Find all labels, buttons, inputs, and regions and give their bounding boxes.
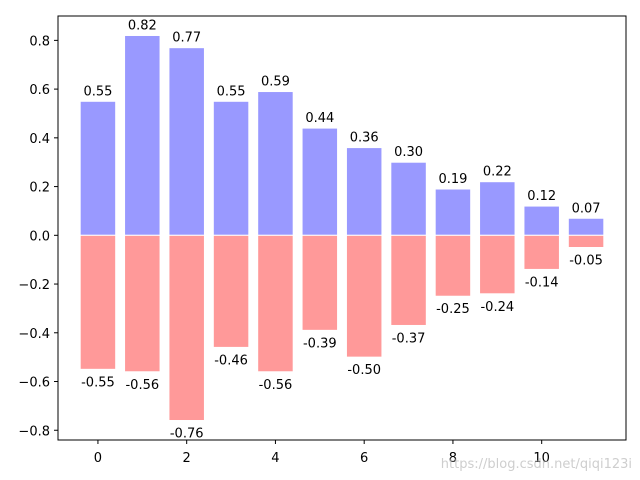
plot-frame	[57, 15, 627, 441]
y-tick-label-6: −0.4	[18, 327, 50, 342]
y-tick-label-5: −0.2	[18, 278, 50, 293]
positive-value-label-5: 0.44	[305, 111, 334, 126]
bars-layer	[79, 34, 605, 422]
negative-bar-5	[301, 234, 339, 331]
negative-bar-7	[390, 234, 427, 326]
positive-value-label-7: 0.30	[394, 145, 423, 160]
positive-bar-5	[301, 127, 339, 236]
positive-value-label-11: 0.07	[572, 201, 601, 216]
y-tick-label-3: 0.2	[29, 181, 50, 196]
negative-bar-2	[168, 234, 205, 422]
positive-bar-8	[434, 188, 472, 236]
y-tick-label-4: 0.0	[29, 229, 50, 244]
negative-bar-4	[257, 234, 294, 373]
x-tick-label-2: 4	[271, 451, 279, 466]
negative-bar-9	[479, 234, 516, 295]
positive-bar-3	[212, 100, 250, 236]
positive-bar-0	[79, 100, 117, 236]
negative-value-label-7: -0.37	[392, 331, 426, 346]
negative-value-label-3: -0.46	[214, 353, 248, 368]
negative-bar-11	[567, 234, 605, 248]
positive-bar-4	[257, 91, 294, 236]
negative-value-label-8: -0.25	[436, 302, 470, 317]
negative-value-label-4: -0.56	[259, 378, 293, 393]
positive-bar-2	[168, 47, 205, 236]
positive-value-label-3: 0.55	[217, 84, 246, 99]
negative-value-label-11: -0.05	[569, 253, 603, 268]
positive-bar-7	[390, 161, 427, 236]
negative-value-label-5: -0.39	[303, 336, 337, 351]
positive-value-label-2: 0.77	[172, 31, 201, 46]
y-tick-label-1: 0.6	[29, 83, 50, 98]
negative-value-label-0: -0.55	[81, 375, 115, 390]
y-tick-label-2: 0.4	[29, 132, 50, 147]
y-tick-label-8: −0.8	[18, 424, 50, 439]
x-tick-label-4: 8	[449, 451, 457, 466]
positive-value-label-1: 0.82	[128, 18, 157, 33]
positive-bar-11	[567, 217, 605, 236]
negative-value-label-10: -0.14	[525, 275, 559, 290]
y-tick-label-7: −0.6	[18, 376, 50, 391]
negative-value-label-1: -0.56	[125, 378, 159, 393]
negative-bar-3	[212, 234, 250, 348]
positive-bar-10	[523, 205, 560, 236]
negative-value-label-2: -0.76	[170, 427, 204, 442]
positive-bar-1	[124, 34, 161, 236]
x-tick-label-1: 2	[183, 451, 191, 466]
x-tick-label-0: 0	[94, 451, 102, 466]
x-tick-label-3: 6	[360, 451, 368, 466]
positive-value-label-4: 0.59	[261, 75, 290, 90]
negative-bar-0	[79, 234, 117, 370]
x-tick-label-5: 10	[533, 451, 550, 466]
positive-bar-6	[345, 147, 383, 236]
x-axis: 0 2 4 6 8 10	[94, 440, 550, 466]
positive-value-label-10: 0.12	[527, 189, 556, 204]
watermark: https://blog.csdn.net/qiqi123i	[440, 457, 632, 472]
positive-value-label-0: 0.55	[83, 84, 112, 99]
negative-value-label-6: -0.50	[347, 363, 381, 378]
negative-bar-10	[523, 234, 560, 270]
positive-value-label-8: 0.19	[438, 172, 467, 187]
y-axis: 0.8 0.6 0.4 0.2 0.0 −0.2 −0.4 −0.6 −0.8	[18, 34, 58, 439]
negative-value-label-9: -0.24	[480, 300, 514, 315]
negative-bar-6	[345, 234, 383, 358]
y-tick-label-0: 0.8	[29, 34, 50, 49]
positive-value-label-6: 0.36	[350, 131, 379, 146]
negative-bar-1	[124, 234, 161, 373]
negative-bar-8	[434, 234, 472, 297]
data-labels-layer: 0.55 0.82 0.77 0.55 0.59 0.44 0.36 0.30 0.19 0.22…	[81, 18, 603, 441]
positive-value-label-9: 0.22	[483, 165, 512, 180]
positive-bar-9	[479, 181, 516, 236]
